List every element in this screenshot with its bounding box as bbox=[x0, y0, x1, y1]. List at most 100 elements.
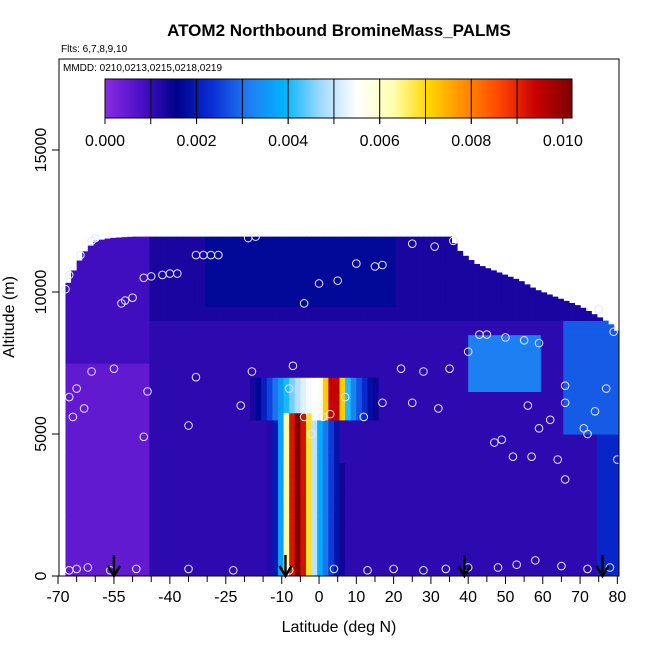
heatmap-cell bbox=[154, 490, 162, 499]
heatmap-cell bbox=[300, 355, 307, 364]
heatmap-cell bbox=[255, 320, 262, 329]
heatmap-cell bbox=[143, 249, 150, 258]
heatmap-cell bbox=[171, 533, 178, 542]
heatmap-cell bbox=[143, 327, 150, 336]
heatmap-cell bbox=[65, 497, 72, 506]
heatmap-cell bbox=[524, 448, 531, 456]
heatmap-cell bbox=[496, 348, 503, 357]
heatmap-cell bbox=[429, 519, 436, 527]
heatmap-cell bbox=[82, 568, 89, 576]
heatmap-cell bbox=[255, 391, 262, 400]
heatmap-cell bbox=[160, 476, 167, 485]
heatmap-cell bbox=[490, 526, 497, 534]
heatmap-cell bbox=[462, 526, 469, 534]
heatmap-cell bbox=[457, 320, 464, 329]
heatmap-cell bbox=[99, 313, 106, 321]
heatmap-cell bbox=[490, 497, 497, 506]
heatmap-cell bbox=[82, 263, 89, 272]
heatmap-cell bbox=[496, 448, 503, 456]
heatmap-cell bbox=[261, 441, 268, 449]
heatmap-cell bbox=[272, 348, 279, 357]
heatmap-cell bbox=[574, 497, 581, 506]
heatmap-cell bbox=[300, 561, 307, 570]
heatmap-cell bbox=[76, 547, 83, 556]
heatmap-cell bbox=[613, 348, 619, 357]
heatmap-cell bbox=[283, 384, 290, 392]
heatmap-cell bbox=[272, 299, 279, 307]
heatmap-cell bbox=[283, 405, 290, 414]
heatmap-cell bbox=[350, 292, 357, 300]
heatmap-cell bbox=[524, 341, 531, 350]
heatmap-cell bbox=[423, 384, 430, 392]
heatmap-cell bbox=[199, 483, 206, 492]
heatmap-cell bbox=[524, 505, 531, 513]
heatmap-cell bbox=[65, 306, 72, 314]
heatmap-cell bbox=[339, 434, 346, 442]
heatmap-cell bbox=[283, 320, 290, 329]
heatmap-cell bbox=[490, 476, 497, 485]
heatmap-cell bbox=[401, 519, 408, 527]
heatmap-cell bbox=[501, 462, 508, 471]
heatmap-cell bbox=[115, 568, 122, 576]
heatmap-cell bbox=[121, 540, 128, 549]
heatmap-cell bbox=[182, 568, 190, 576]
heatmap-cell bbox=[289, 540, 296, 549]
heatmap-cell bbox=[283, 483, 290, 492]
heatmap-cell bbox=[333, 242, 341, 250]
heatmap-cell bbox=[182, 320, 190, 329]
heatmap-cell bbox=[373, 292, 380, 300]
heatmap-cell bbox=[546, 412, 553, 421]
heatmap-cell bbox=[132, 341, 139, 350]
heatmap-cell bbox=[227, 377, 234, 385]
heatmap-cell bbox=[160, 391, 167, 400]
heatmap-cell bbox=[278, 398, 285, 407]
heatmap-cell bbox=[412, 526, 419, 534]
heatmap-cell bbox=[451, 320, 458, 329]
heatmap-cell bbox=[367, 462, 374, 471]
heatmap-cell bbox=[580, 526, 587, 534]
heatmap-cell bbox=[76, 270, 83, 279]
heatmap-cell bbox=[82, 327, 89, 336]
heatmap-cell bbox=[412, 355, 419, 364]
heatmap-cell bbox=[160, 434, 167, 442]
heatmap-cell bbox=[110, 313, 117, 321]
heatmap-cell bbox=[378, 313, 385, 321]
heatmap-cell bbox=[238, 533, 246, 542]
heatmap-cell bbox=[451, 341, 458, 350]
heatmap-cell bbox=[216, 526, 223, 534]
heatmap-cell bbox=[283, 270, 290, 279]
heatmap-cell bbox=[367, 412, 374, 421]
heatmap-cell bbox=[305, 236, 313, 243]
heatmap-cell bbox=[451, 483, 458, 492]
heatmap-cell bbox=[602, 441, 609, 449]
heatmap-cell bbox=[210, 306, 218, 314]
heatmap-cell bbox=[182, 512, 190, 520]
heatmap-cell bbox=[132, 313, 139, 321]
heatmap-cell bbox=[289, 355, 296, 364]
heatmap-cell bbox=[378, 327, 385, 336]
heatmap-cell bbox=[339, 384, 346, 392]
heatmap-cell bbox=[126, 540, 134, 549]
heatmap-cell bbox=[87, 490, 95, 499]
heatmap-cell bbox=[104, 448, 111, 456]
heatmap-cell bbox=[194, 455, 201, 463]
heatmap-cell bbox=[608, 370, 615, 378]
heatmap-cell bbox=[166, 568, 173, 576]
heatmap-cell bbox=[244, 476, 251, 485]
heatmap-cell bbox=[479, 426, 486, 435]
heatmap-cell bbox=[524, 426, 531, 435]
heatmap-cell bbox=[529, 426, 536, 435]
heatmap-cell bbox=[406, 242, 413, 250]
heatmap-cell bbox=[82, 512, 89, 520]
heatmap-cell bbox=[222, 512, 229, 520]
heatmap-cell bbox=[339, 561, 346, 570]
heatmap-cell bbox=[557, 320, 564, 329]
heatmap-cell bbox=[132, 554, 139, 563]
heatmap-cell bbox=[546, 490, 553, 499]
heatmap-cell bbox=[82, 419, 89, 428]
heatmap-cell bbox=[104, 292, 111, 300]
heatmap-cell bbox=[535, 561, 542, 570]
heatmap-cell bbox=[552, 398, 559, 407]
heatmap-cell bbox=[71, 419, 78, 428]
heatmap-cell bbox=[546, 441, 553, 449]
